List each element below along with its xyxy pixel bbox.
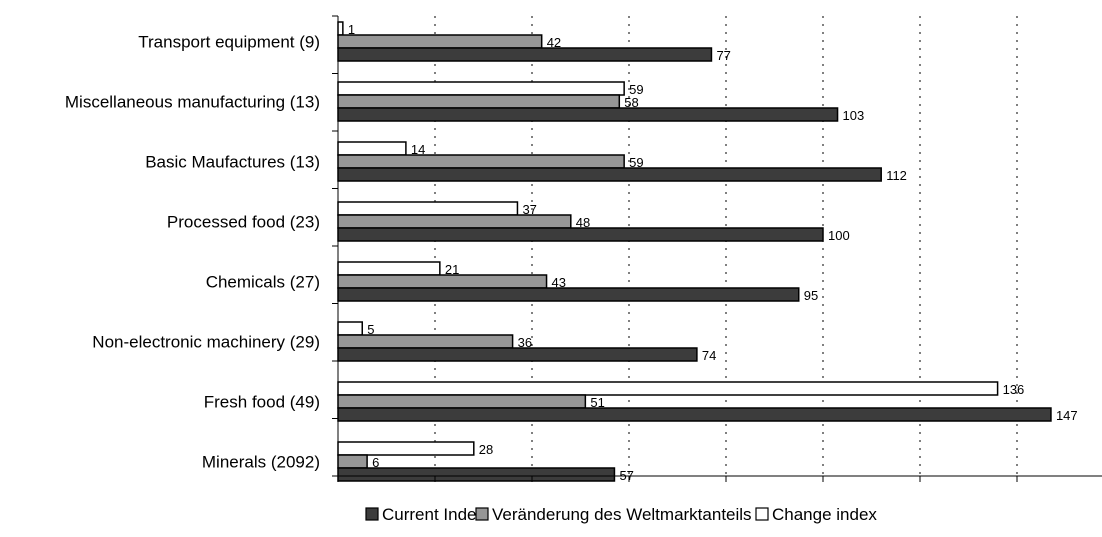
category-label: Basic Maufactures (13) bbox=[145, 153, 320, 172]
legend-item: Change index bbox=[772, 505, 877, 524]
bar bbox=[337, 381, 999, 396]
data-label: 37 bbox=[522, 202, 536, 217]
data-label: 59 bbox=[629, 155, 643, 170]
bar bbox=[337, 141, 407, 156]
data-label: 95 bbox=[804, 288, 818, 303]
bar bbox=[337, 321, 363, 336]
legend-swatch bbox=[475, 507, 489, 521]
data-label: 112 bbox=[886, 168, 907, 183]
bar bbox=[337, 94, 621, 109]
bars bbox=[337, 21, 1052, 482]
data-label: 36 bbox=[518, 335, 532, 350]
category-label: Processed food (23) bbox=[167, 213, 320, 232]
data-label: 100 bbox=[828, 228, 850, 243]
data-label: 147 bbox=[1056, 408, 1078, 423]
bar bbox=[337, 201, 519, 216]
bar bbox=[337, 334, 514, 349]
data-label: 59 bbox=[629, 82, 643, 97]
data-label: 136 bbox=[1003, 382, 1025, 397]
data-label: 14 bbox=[411, 142, 425, 157]
bar bbox=[337, 81, 625, 96]
value-labels: 1427759581031459112374810021439553674136… bbox=[348, 22, 1078, 483]
category-label: Minerals (2092) bbox=[202, 453, 320, 472]
bar bbox=[337, 441, 475, 456]
legend-swatch bbox=[365, 507, 379, 521]
data-label: 5 bbox=[367, 322, 374, 337]
legend: Current Index Veränderung des Weltmarktan… bbox=[365, 505, 877, 524]
data-label: 43 bbox=[552, 275, 566, 290]
category-label: Chemicals (27) bbox=[206, 273, 320, 292]
legend-item: Current Index bbox=[382, 505, 485, 524]
bar bbox=[337, 21, 344, 36]
bar bbox=[337, 261, 441, 276]
data-label: 1 bbox=[348, 22, 355, 37]
data-label: 51 bbox=[590, 395, 604, 410]
bar bbox=[337, 34, 543, 49]
data-label: 6 bbox=[372, 455, 379, 470]
legend-item: Veränderung des Weltmarktanteils bbox=[492, 505, 752, 524]
data-label: 28 bbox=[479, 442, 493, 457]
bar bbox=[337, 167, 882, 182]
category-label: Miscellaneous manufacturing (13) bbox=[65, 93, 320, 112]
bar bbox=[337, 154, 625, 169]
bar bbox=[337, 287, 800, 302]
bar bbox=[337, 107, 839, 122]
data-label: 57 bbox=[619, 468, 633, 483]
data-label: 21 bbox=[445, 262, 459, 277]
data-label: 77 bbox=[716, 48, 730, 63]
category-labels: Transport equipment (9) Miscellaneous man… bbox=[65, 33, 320, 472]
category-label: Transport equipment (9) bbox=[138, 33, 320, 52]
legend-swatch bbox=[755, 507, 769, 521]
data-label: 42 bbox=[547, 35, 561, 50]
bar bbox=[337, 407, 1052, 422]
bar bbox=[337, 467, 616, 482]
data-label: 74 bbox=[702, 348, 716, 363]
category-label: Fresh food (49) bbox=[204, 393, 320, 412]
bar bbox=[337, 274, 548, 289]
bar bbox=[337, 394, 587, 409]
bar bbox=[337, 454, 368, 469]
bar bbox=[337, 47, 713, 62]
category-label: Non-electronic machinery (29) bbox=[92, 333, 320, 352]
data-label: 103 bbox=[843, 108, 865, 123]
data-label: 48 bbox=[576, 215, 590, 230]
axes bbox=[332, 15, 1102, 482]
data-label: 58 bbox=[624, 95, 638, 110]
